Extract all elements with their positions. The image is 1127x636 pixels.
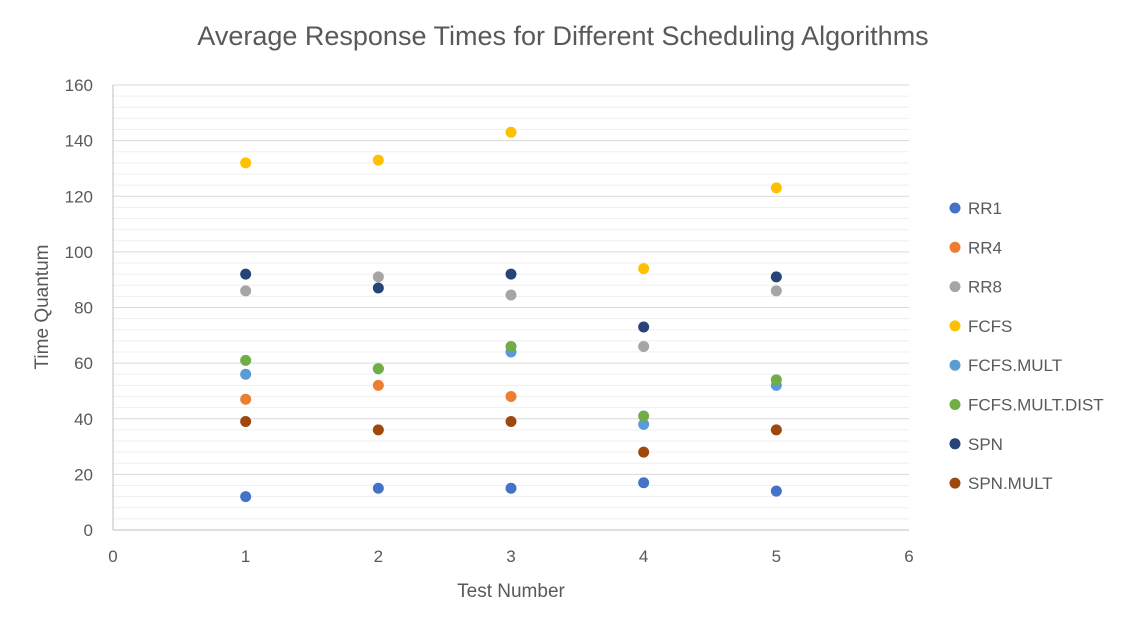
- y-tick-label: 100: [65, 243, 93, 262]
- y-tick-label: 140: [65, 132, 93, 151]
- gridlines: [113, 84, 909, 520]
- y-tick-label: 160: [65, 76, 93, 95]
- data-point: [638, 446, 650, 458]
- legend-marker: [949, 399, 961, 410]
- data-point: [505, 340, 517, 352]
- y-axis-label: Time Quantum: [32, 245, 53, 370]
- legend-label: FCFS.MULT.DIST: [968, 396, 1104, 415]
- legend-label: RR4: [968, 238, 1002, 257]
- data-point: [372, 482, 384, 494]
- data-point: [240, 285, 252, 297]
- legend-marker: [949, 320, 961, 332]
- x-tick-label: 1: [241, 547, 250, 566]
- data-point: [240, 393, 252, 405]
- x-tick-label: 3: [506, 547, 515, 566]
- y-tick-label: 120: [65, 187, 93, 206]
- data-point: [638, 321, 650, 333]
- data-point: [638, 418, 650, 430]
- data-point: [770, 271, 782, 283]
- data-point: [505, 482, 517, 494]
- y-tick-label: 80: [74, 299, 93, 318]
- legend-marker: [949, 241, 961, 253]
- y-tick-label: 60: [74, 354, 93, 373]
- data-point: [240, 368, 252, 380]
- data-point: [240, 416, 252, 428]
- data-point: [770, 485, 782, 497]
- chart-title: Average Response Times for Different Sch…: [197, 21, 928, 51]
- legend-marker: [949, 359, 961, 371]
- data-point: [638, 477, 650, 489]
- data-points: [240, 126, 782, 503]
- data-point: [505, 391, 517, 402]
- data-point: [770, 182, 782, 194]
- data-point: [372, 271, 384, 283]
- data-point: [505, 126, 517, 138]
- data-point: [240, 491, 252, 503]
- data-point: [770, 285, 782, 297]
- tick-labels: 0 20 40 60 80 100 120 140 160 0 1 2 3 4 5 6: [65, 76, 914, 566]
- data-point: [770, 424, 782, 436]
- legend-label: RR8: [968, 278, 1002, 297]
- data-point: [372, 379, 384, 391]
- data-point: [240, 268, 252, 280]
- data-point: [240, 354, 252, 366]
- y-tick-label: 20: [74, 465, 93, 484]
- legend-marker: [949, 438, 961, 450]
- legend-label: SPN.MULT: [968, 474, 1053, 493]
- data-point: [372, 282, 384, 294]
- legend: RR1 RR4 RR8 FCFS FCFS.MULT FCFS.MULT.DIST SPN S…: [949, 199, 1104, 493]
- data-point: [638, 410, 650, 422]
- data-point: [505, 289, 517, 301]
- x-tick-label: 6: [904, 547, 913, 566]
- axes: [112, 85, 909, 531]
- y-tick-label: 0: [84, 521, 93, 540]
- data-point: [505, 416, 517, 428]
- legend-label: SPN: [968, 435, 1003, 454]
- legend-label: FCFS: [968, 317, 1012, 336]
- data-point: [638, 263, 650, 275]
- data-point: [372, 424, 384, 436]
- data-point: [638, 340, 650, 352]
- legend-marker: [949, 477, 961, 489]
- data-point: [770, 374, 782, 386]
- legend-label: FCFS.MULT: [968, 356, 1062, 375]
- data-point: [372, 154, 384, 166]
- x-tick-label: 2: [374, 547, 383, 566]
- data-point: [505, 268, 517, 280]
- legend-marker: [949, 202, 961, 214]
- data-point: [240, 157, 252, 169]
- x-tick-label: 4: [639, 547, 648, 566]
- x-axis-label: Test Number: [457, 581, 565, 602]
- data-point: [372, 363, 384, 375]
- legend-marker: [949, 281, 961, 293]
- x-tick-label: 0: [108, 547, 117, 566]
- legend-label: RR1: [968, 199, 1002, 218]
- x-tick-label: 5: [772, 547, 781, 566]
- y-tick-label: 40: [74, 410, 93, 429]
